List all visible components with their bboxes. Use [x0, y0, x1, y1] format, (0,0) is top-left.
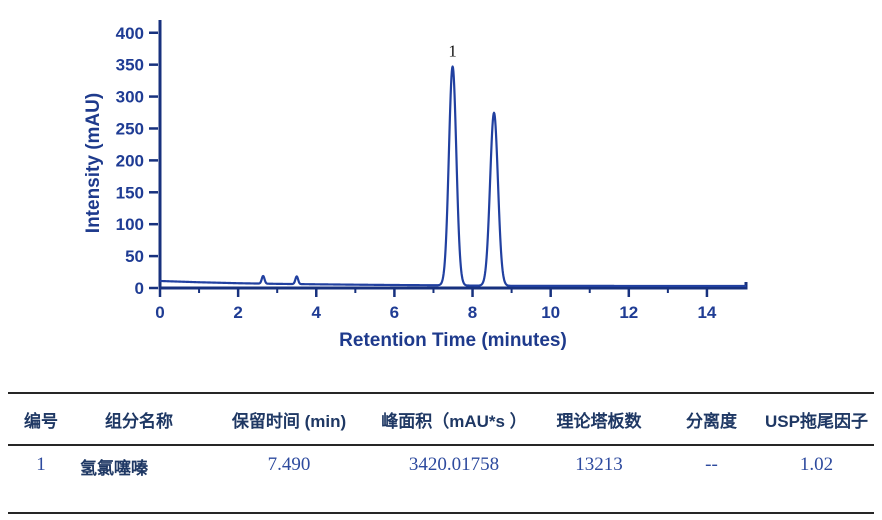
- chromatogram-trace: [159, 65, 747, 288]
- table-row: 1 氢氯噻嗪 7.490 3420.01758 13213 -- 1.02: [8, 445, 874, 513]
- y-tick-label: 250: [116, 119, 144, 138]
- y-axis-title: Intensity (mAU): [83, 92, 104, 234]
- x-tick-label: 8: [468, 303, 477, 322]
- cell-plate-count: 13213: [575, 454, 623, 475]
- peak-number-label: 1: [448, 42, 457, 61]
- y-tick-label: 350: [116, 56, 144, 75]
- y-tick-label: 0: [135, 279, 144, 298]
- y-tick-label: 300: [116, 88, 144, 107]
- y-tick-label: 400: [116, 24, 144, 43]
- peak-table: 编号 组分名称 保留时间 (min) 峰面积（mAU*s ） 理论塔板数 分离度…: [8, 392, 874, 514]
- cell-number: 1: [36, 454, 46, 475]
- x-tick-label: 10: [541, 303, 560, 322]
- cell-usp-tailing: 1.02: [799, 454, 834, 475]
- table-header-row: 编号 组分名称 保留时间 (min) 峰面积（mAU*s ） 理论塔板数 分离度…: [8, 393, 874, 445]
- y-tick-label: 200: [116, 151, 144, 170]
- x-tick-label: 6: [390, 303, 399, 322]
- cell-retention-time: 7.490: [267, 454, 311, 475]
- col-header-component-name: 组分名称: [105, 411, 173, 431]
- cell-peak-area: 3420.01758: [408, 454, 500, 475]
- chromatogram-plot: 0 50 100 150 200 250 300 350 400 0 2 4 6 8 10 12 14 1: [116, 20, 748, 322]
- col-header-peak-area: 峰面积（mAU*s ）: [381, 411, 527, 431]
- cell-component-name: 氢氯噻嗪: [80, 459, 148, 478]
- peak-results-table: 编号 组分名称 保留时间 (min) 峰面积（mAU*s ） 理论塔板数 分离度…: [8, 392, 874, 514]
- col-header-resolution: 分离度: [686, 411, 737, 431]
- x-tick-label: 14: [697, 303, 716, 322]
- col-header-number: 编号: [24, 411, 58, 431]
- y-tick-label: 50: [125, 247, 144, 266]
- x-tick-label: 0: [155, 303, 164, 322]
- chromatogram-chart: 0 50 100 150 200 250 300 350 400 0 2 4 6 8 10 12 14 1 Int…: [83, 20, 748, 351]
- x-axis-title: Retention Time (minutes): [339, 330, 567, 351]
- col-header-usp-tailing: USP拖尾因子: [765, 411, 868, 431]
- cell-resolution: --: [705, 454, 718, 475]
- x-tick-label: 4: [312, 303, 322, 322]
- col-header-retention-time: 保留时间 (min): [231, 411, 347, 431]
- col-header-plate-count: 理论塔板数: [556, 411, 642, 431]
- y-tick-label: 150: [116, 183, 144, 202]
- y-tick-label: 100: [116, 215, 144, 234]
- x-tick-label: 2: [233, 303, 242, 322]
- x-tick-label: 12: [619, 303, 638, 322]
